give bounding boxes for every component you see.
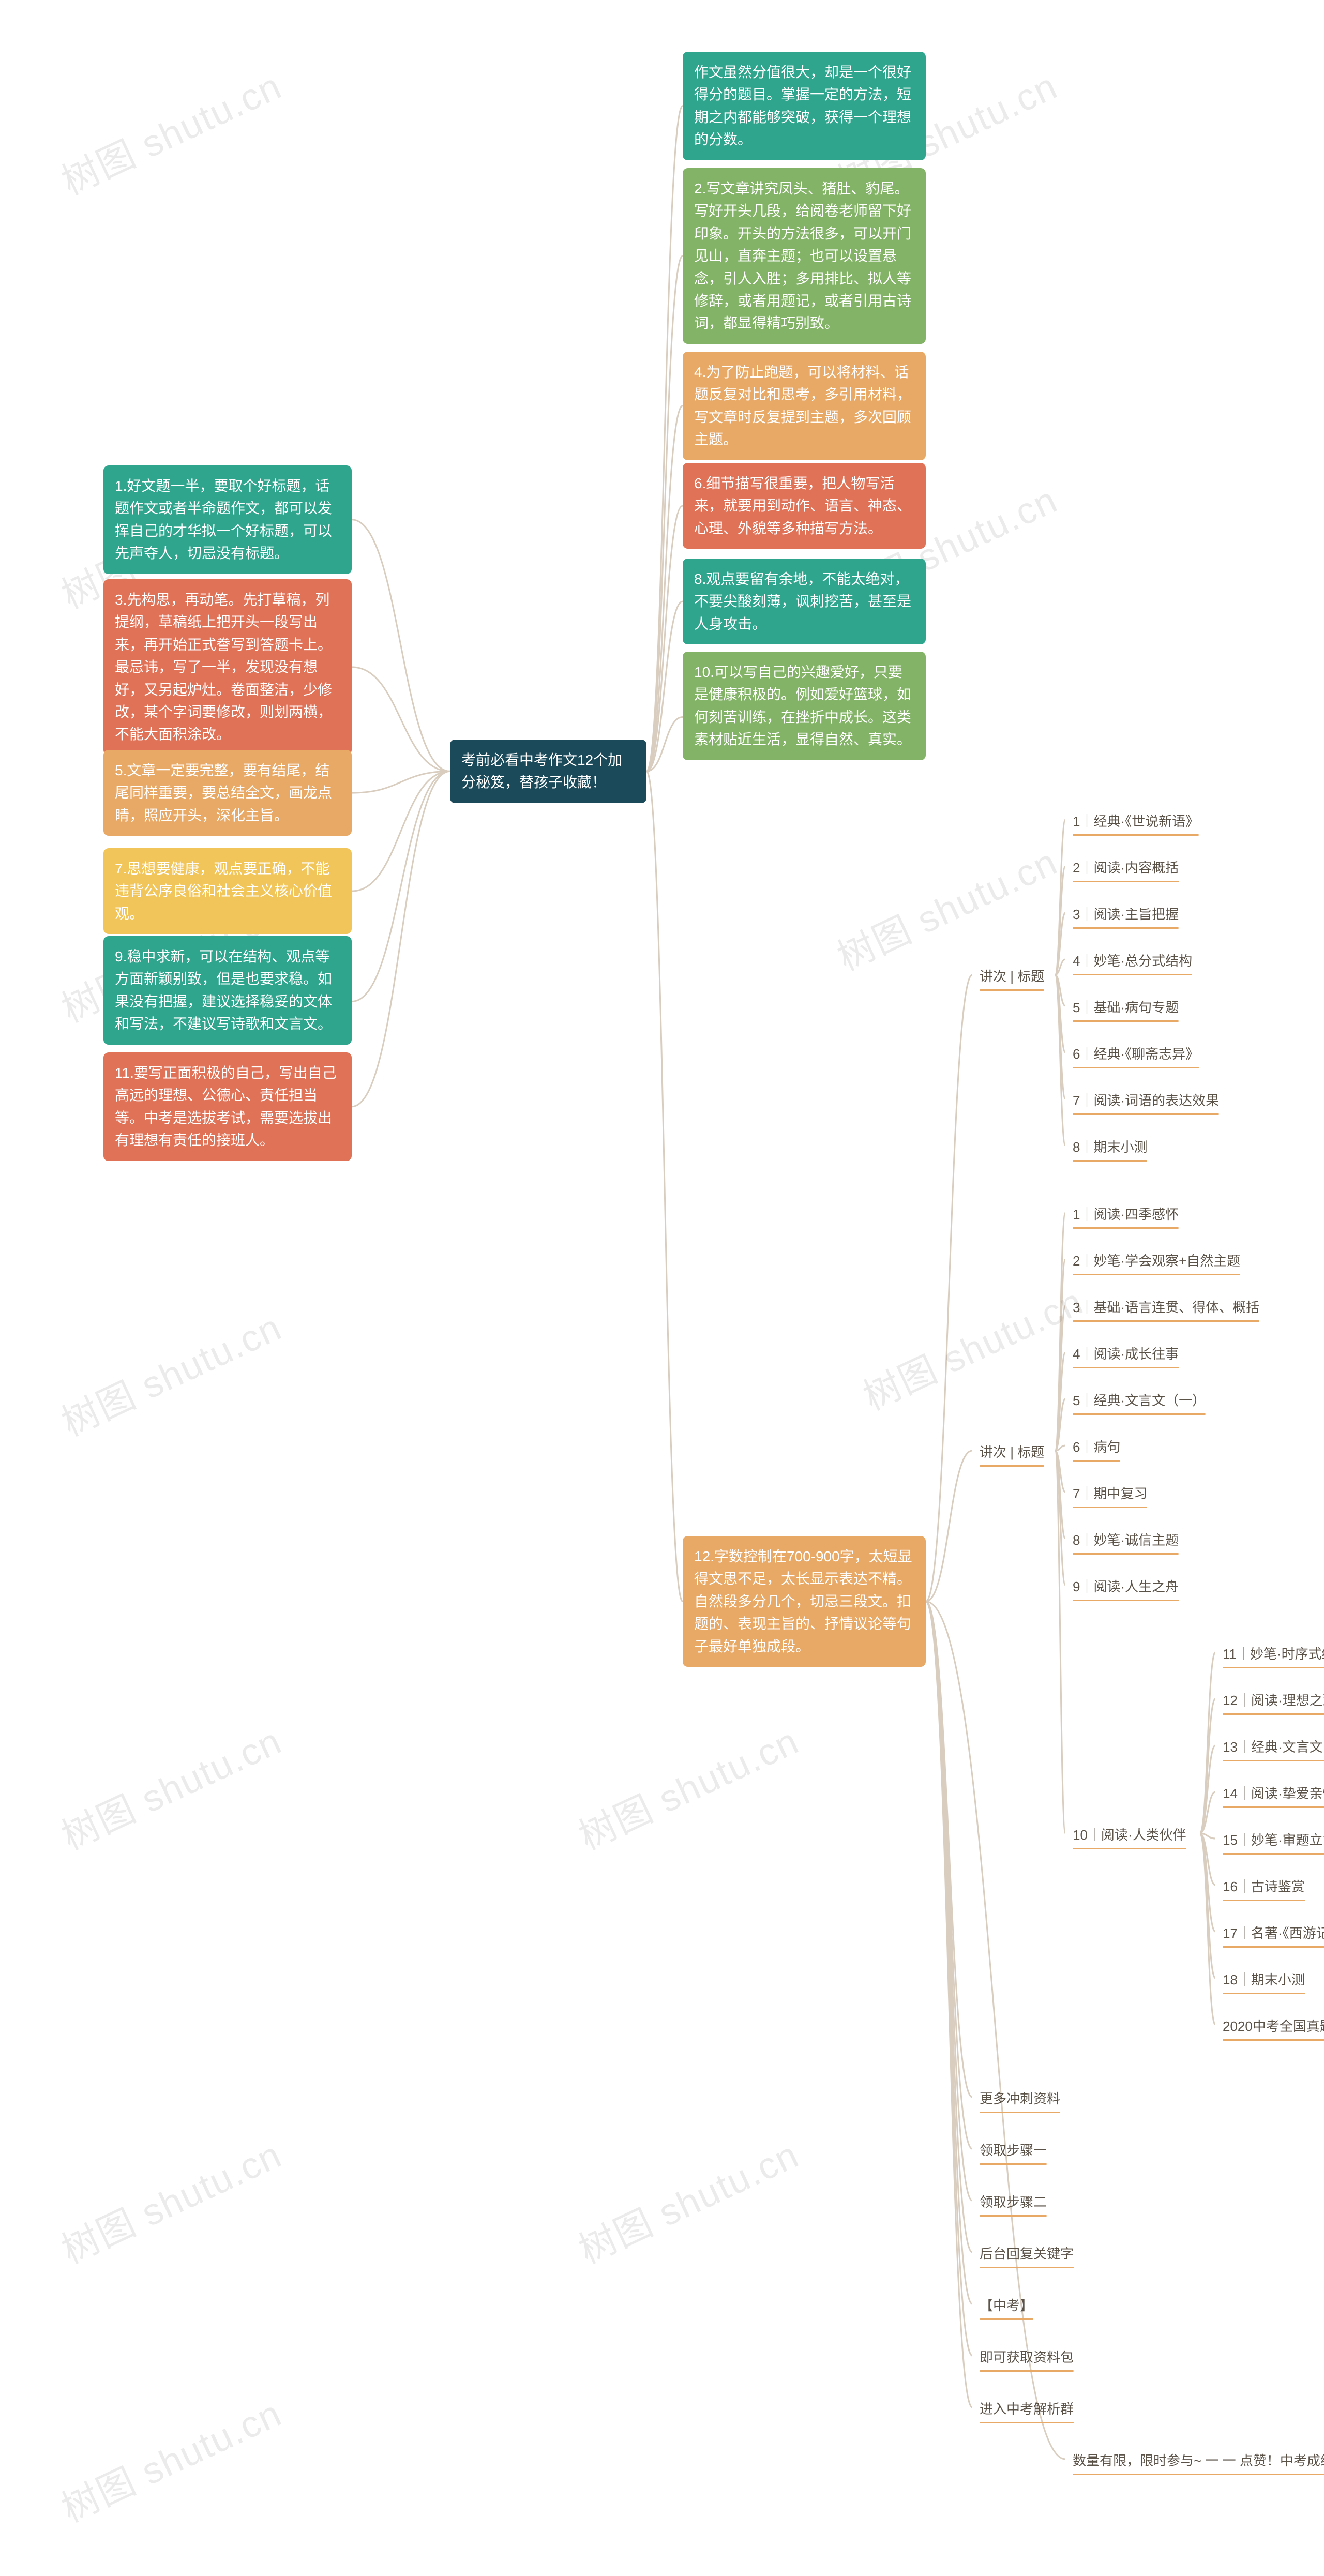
group-b10-item-text: 13｜经典·文言文（二） [1223, 1739, 1324, 1755]
group-a-item: 3｜阅读·主旨把握 [1065, 900, 1186, 933]
group-b-item: 9｜阅读·人生之舟 [1065, 1572, 1186, 1605]
group-b-item: 3｜基础·语言连贯、得体、概括 [1065, 1293, 1267, 1326]
group-b-label-text: 讲次 | 标题 [980, 1444, 1044, 1460]
tail-item-text: 【中考】 [980, 2298, 1033, 2313]
final-leaf: 数量有限，限时参与~ 一 一 点赞！中考成绩再加50分！稳上心仪高中！ [1065, 2446, 1324, 2479]
group-b-item: 8｜妙笔·诚信主题 [1065, 1526, 1186, 1559]
group-b10-item: 11｜妙笔·时序式结构 [1215, 1639, 1324, 1673]
group-b-item-text: 4｜阅读·成长往事 [1073, 1346, 1179, 1362]
group-b10-item-text: 17｜名著·《西游记》 [1223, 1925, 1324, 1941]
group-a-item: 6｜经典·《聊斋志异》 [1065, 1040, 1206, 1073]
left-tip-node: 9.稳中求新，可以在结构、观点等方面新颖别致，但是也要求稳。如果没有把握，建议选… [103, 936, 352, 1045]
group-b-item-text: 9｜阅读·人生之舟 [1073, 1579, 1179, 1594]
group-b-item-text: 8｜妙笔·诚信主题 [1073, 1532, 1179, 1548]
left-tip-node: 1.好文题一半，要取个好标题，话题作文或者半命题作文，都可以发挥自己的才华拟一个… [103, 465, 352, 574]
group-a-item: 4｜妙笔·总分式结构 [1065, 946, 1199, 980]
root-node: 考前必看中考作文12个加分秘笈，替孩子收藏！ [450, 740, 646, 803]
tail-item-text: 后台回复关键字 [980, 2246, 1074, 2262]
tail-item: 领取步骤一 [972, 2136, 1054, 2169]
tail-item-text: 领取步骤二 [980, 2194, 1047, 2210]
group-b-item: 7｜期中复习 [1065, 1479, 1154, 1512]
group-a-item-text: 4｜妙笔·总分式结构 [1073, 953, 1192, 969]
group-b-item: 6｜病句 [1065, 1433, 1127, 1466]
group-a-label-text: 讲次 | 标题 [980, 969, 1044, 984]
right-tip-node: 4.为了防止跑题，可以将材料、话题反复对比和思考，多引用材料，写文章时反复提到主… [683, 352, 926, 460]
group-b10-item-text: 14｜阅读·挚爱亲情 [1223, 1786, 1324, 1801]
group-a-item-text: 2｜阅读·内容概括 [1073, 860, 1179, 876]
group-b10-item: 2020中考全国真题 [1215, 2012, 1324, 2045]
group-b10-item: 12｜阅读·理想之翼 [1215, 1686, 1324, 1719]
group-a-item-text: 3｜阅读·主旨把握 [1073, 907, 1179, 922]
group-b10-label: 10｜阅读·人类伙伴 [1065, 1820, 1194, 1854]
group-a-item: 1｜经典·《世说新语》 [1065, 807, 1206, 840]
group-b-item: 2｜妙笔·学会观察+自然主题 [1065, 1246, 1247, 1279]
watermark: 树图 shutu.cn [827, 832, 1065, 981]
watermark: 树图 shutu.cn [51, 2383, 289, 2533]
group-a-item-text: 1｜经典·《世说新语》 [1073, 814, 1199, 829]
group-b10-label-text: 10｜阅读·人类伙伴 [1073, 1827, 1186, 1843]
tail-item-text: 即可获取资料包 [980, 2349, 1074, 2365]
group-a-item-text: 6｜经典·《聊斋志异》 [1073, 1046, 1199, 1062]
group-b10-item: 13｜经典·文言文（二） [1215, 1733, 1324, 1766]
group-b10-item: 16｜古诗鉴赏 [1215, 1872, 1312, 1905]
group-b-item-text: 6｜病句 [1073, 1439, 1120, 1455]
right-tip-node: 10.可以写自己的兴趣爱好，只要是健康积极的。例如爱好篮球，如何刻苦训练，在挫折… [683, 652, 926, 760]
group-b-item: 4｜阅读·成长往事 [1065, 1339, 1186, 1373]
tail-item-text: 更多冲刺资料 [980, 2091, 1060, 2106]
group-a-item: 8｜期末小测 [1065, 1133, 1154, 1166]
left-tip-node: 11.要写正面积极的自己，写出自己高远的理想、公德心、责任担当等。中考是选拔考试… [103, 1052, 352, 1161]
group-a-item: 7｜阅读·词语的表达效果 [1065, 1086, 1226, 1119]
group-a-item: 5｜基础·病句专题 [1065, 993, 1186, 1026]
watermark: 树图 shutu.cn [568, 1711, 806, 1860]
tail-item-text: 进入中考解析群 [980, 2401, 1074, 2417]
connector-layer [0, 0, 1324, 2576]
final-leaf-text: 数量有限，限时参与~ 一 一 点赞！中考成绩再加50分！稳上心仪高中！ [1073, 2453, 1324, 2468]
group-b10-item: 15｜妙笔·审题立意选材+亲情主题 [1215, 1826, 1324, 1859]
group-b-item-text: 1｜阅读·四季感怀 [1073, 1207, 1179, 1222]
group-b-item-text: 7｜期中复习 [1073, 1486, 1147, 1501]
tail-item: 领取步骤二 [972, 2188, 1054, 2221]
right-tip-node: 6.细节描写很重要，把人物写活来，就要用到动作、语言、神态、心理、外貌等多种描写… [683, 463, 926, 549]
right-tip-node: 2.写文章讲究凤头、猪肚、豹尾。写好开头几段，给阅卷老师留下好印象。开头的方法很… [683, 168, 926, 344]
group-b-item-text: 3｜基础·语言连贯、得体、概括 [1073, 1300, 1259, 1315]
group-b-item-text: 5｜经典·文言文（一） [1073, 1393, 1206, 1408]
group-a-item: 2｜阅读·内容概括 [1065, 853, 1186, 886]
group-a-item-text: 7｜阅读·词语的表达效果 [1073, 1093, 1219, 1108]
tail-item: 即可获取资料包 [972, 2343, 1081, 2376]
left-tip-node: 3.先构思，再动笔。先打草稿，列提纲，草稿纸上把开头一段写出来，再开始正式誊写到… [103, 579, 352, 755]
group-b10-item-text: 16｜古诗鉴赏 [1223, 1879, 1305, 1894]
group-b10-item: 18｜期末小测 [1215, 1965, 1312, 1998]
watermark: 树图 shutu.cn [51, 1297, 289, 1447]
watermark: 树图 shutu.cn [853, 1271, 1091, 1421]
group-b-item-text: 2｜妙笔·学会观察+自然主题 [1073, 1253, 1240, 1269]
left-tip-node: 7.思想要健康，观点要正确，不能违背公序良俗和社会主义核心价值观。 [103, 848, 352, 934]
left-tip-node: 5.文章一定要完整，要有结尾，结尾同样重要，要总结全文，画龙点睛，照应开头，深化… [103, 750, 352, 836]
group-b10-item-text: 11｜妙笔·时序式结构 [1223, 1646, 1324, 1662]
watermark: 树图 shutu.cn [51, 1711, 289, 1860]
tail-item-text: 领取步骤一 [980, 2143, 1047, 2158]
watermark: 树图 shutu.cn [51, 56, 289, 205]
group-b10-item-text: 2020中考全国真题 [1223, 2018, 1324, 2034]
group-b-item: 1｜阅读·四季感怀 [1065, 1200, 1186, 1233]
group-b-item: 5｜经典·文言文（一） [1065, 1386, 1213, 1419]
group-b10-item: 17｜名著·《西游记》 [1215, 1919, 1324, 1952]
tail-item: 更多冲刺资料 [972, 2084, 1067, 2117]
group-b-label: 讲次 | 标题 [972, 1438, 1051, 1471]
group-a-item-text: 5｜基础·病句专题 [1073, 1000, 1179, 1015]
group-a-item-text: 8｜期末小测 [1073, 1139, 1147, 1155]
tail-item: 【中考】 [972, 2291, 1041, 2324]
tail-item: 进入中考解析群 [972, 2394, 1081, 2428]
watermark: 树图 shutu.cn [568, 2125, 806, 2274]
tip-12-node: 12.字数控制在700-900字，太短显得文思不足，太长显示表达不精。自然段多分… [683, 1536, 926, 1667]
right-tip-node: 作文虽然分值很大，却是一个很好得分的题目。掌握一定的方法，短期之内都能够突破，获… [683, 52, 926, 160]
group-b10-item-text: 15｜妙笔·审题立意选材+亲情主题 [1223, 1832, 1324, 1848]
tail-item: 后台回复关键字 [972, 2239, 1081, 2272]
group-b10-item: 14｜阅读·挚爱亲情 [1215, 1779, 1324, 1812]
group-b10-item-text: 18｜期末小测 [1223, 1972, 1305, 1987]
watermark: 树图 shutu.cn [51, 2125, 289, 2274]
group-a-label: 讲次 | 标题 [972, 962, 1051, 995]
group-b10-item-text: 12｜阅读·理想之翼 [1223, 1693, 1324, 1708]
right-tip-node: 8.观点要留有余地，不能太绝对，不要尖酸刻薄，讽刺挖苦，甚至是人身攻击。 [683, 559, 926, 644]
mindmap-canvas: 树图 shutu.cn 树图 shutu.cn 树图 shutu.cn 树图 shut… [0, 0, 1324, 2576]
